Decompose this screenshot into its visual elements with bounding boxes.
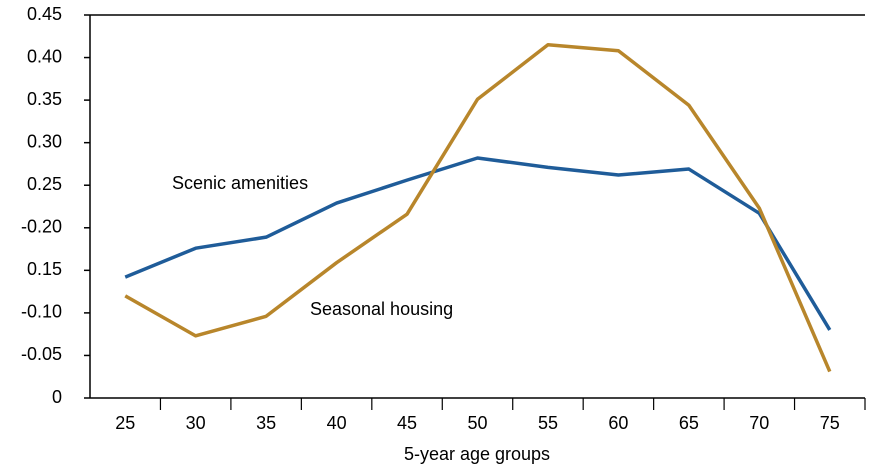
y-tick-label: 0.40 xyxy=(27,46,62,66)
y-tick-label: 0.45 xyxy=(27,4,62,24)
x-tick-label: 25 xyxy=(115,413,135,433)
x-tick-label: 70 xyxy=(749,413,769,433)
series-line xyxy=(124,43,832,373)
x-tick-label: 60 xyxy=(608,413,628,433)
x-tick-label: 30 xyxy=(186,413,206,433)
x-tick-label: 55 xyxy=(538,413,558,433)
y-tick-label: 0.25 xyxy=(27,174,62,194)
x-tick-label: 75 xyxy=(820,413,840,433)
y-tick-label: -0.05 xyxy=(21,344,62,364)
x-tick-label: 40 xyxy=(327,413,347,433)
x-tick-label: 35 xyxy=(256,413,276,433)
x-tick-label: 45 xyxy=(397,413,417,433)
series-line xyxy=(124,156,832,331)
x-tick-label: 65 xyxy=(679,413,699,433)
x-axis-title: 5-year age groups xyxy=(404,444,550,464)
y-tick-label: 0.30 xyxy=(27,131,62,151)
y-tick-label: -0.20 xyxy=(21,217,62,237)
y-tick-label: 0 xyxy=(52,387,62,407)
y-tick-label: 0.35 xyxy=(27,89,62,109)
series-label: Seasonal housing xyxy=(310,299,453,319)
y-tick-label: -0.10 xyxy=(21,302,62,322)
x-tick-label: 50 xyxy=(467,413,487,433)
y-tick-label: 0.15 xyxy=(27,259,62,279)
series-label: Scenic amenities xyxy=(172,173,308,193)
